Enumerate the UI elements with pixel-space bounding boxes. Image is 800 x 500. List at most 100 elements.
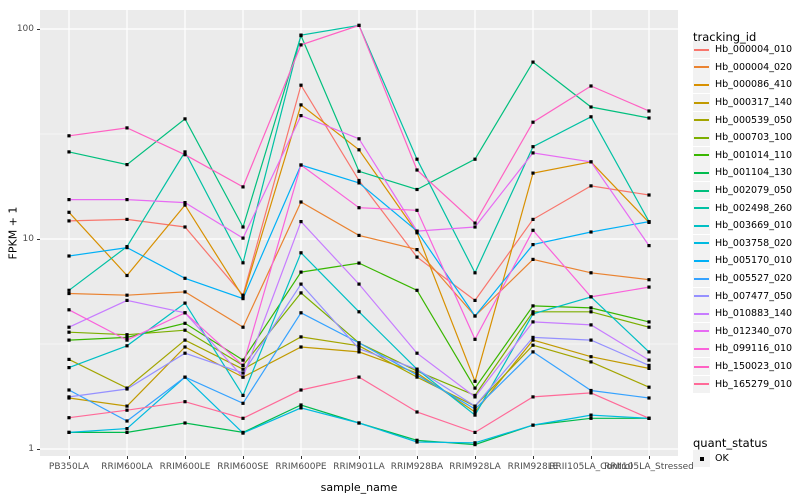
legend-label: Hb_000539_050 bbox=[715, 114, 793, 126]
legend-key bbox=[693, 41, 710, 59]
data-point bbox=[647, 366, 651, 370]
data-point bbox=[473, 225, 477, 229]
data-point bbox=[299, 200, 303, 204]
data-point bbox=[241, 295, 245, 299]
data-point bbox=[357, 181, 361, 185]
data-point bbox=[241, 293, 245, 297]
data-point bbox=[357, 421, 361, 425]
legend-label: Hb_002079_050 bbox=[715, 185, 793, 197]
data-point bbox=[473, 271, 477, 275]
data-point bbox=[241, 325, 245, 329]
legend-key bbox=[693, 450, 710, 468]
data-point bbox=[473, 386, 477, 390]
data-point bbox=[589, 416, 593, 420]
data-point bbox=[241, 367, 245, 371]
data-point bbox=[357, 233, 361, 237]
x-tick-label: RRIM901LA bbox=[333, 462, 385, 472]
data-point bbox=[183, 375, 187, 379]
data-point bbox=[647, 193, 651, 197]
data-point bbox=[241, 393, 245, 397]
x-tick-mark bbox=[184, 456, 186, 459]
data-point bbox=[473, 443, 477, 447]
series-color-line-icon bbox=[694, 154, 709, 157]
data-point bbox=[357, 341, 361, 345]
data-point bbox=[125, 338, 129, 342]
data-point bbox=[415, 367, 419, 371]
legend-label: Hb_005170_010 bbox=[715, 255, 793, 267]
series-color-line-icon bbox=[694, 119, 709, 122]
series-color-line-icon bbox=[694, 383, 709, 386]
legend-entry-Hb_001104_130: Hb_001104_130 bbox=[693, 164, 792, 182]
legend-entry-Hb_099116_010: Hb_099116_010 bbox=[693, 340, 792, 358]
data-point bbox=[531, 423, 535, 427]
plot-svg bbox=[40, 10, 678, 456]
series-color-line-icon bbox=[694, 312, 709, 315]
data-point bbox=[415, 375, 419, 379]
x-tick-mark bbox=[242, 456, 244, 459]
series-color-line-icon bbox=[694, 242, 709, 245]
data-point bbox=[125, 335, 129, 339]
data-point bbox=[647, 416, 651, 420]
series-color-line-icon bbox=[694, 277, 709, 280]
data-point bbox=[183, 421, 187, 425]
legend-entry-Hb_000539_050: Hb_000539_050 bbox=[693, 111, 792, 129]
legend-key bbox=[693, 252, 710, 270]
data-point bbox=[67, 357, 71, 361]
data-point bbox=[125, 273, 129, 278]
series-color-line-icon bbox=[694, 347, 709, 350]
data-point bbox=[357, 375, 361, 379]
y-tick-mark bbox=[36, 28, 40, 30]
data-point bbox=[125, 293, 129, 297]
legend-entry-Hb_000086_410: Hb_000086_410 bbox=[693, 76, 792, 94]
data-point bbox=[67, 288, 71, 292]
data-point bbox=[241, 297, 245, 301]
data-point bbox=[415, 255, 419, 259]
data-point bbox=[241, 261, 245, 265]
data-point bbox=[531, 217, 535, 221]
legend-entry-Hb_005527_020: Hb_005527_020 bbox=[693, 270, 792, 288]
data-point bbox=[125, 419, 129, 423]
data-point bbox=[183, 301, 187, 305]
data-point bbox=[183, 201, 187, 205]
legend-label: Hb_001104_130 bbox=[715, 167, 793, 179]
legend-key bbox=[693, 340, 710, 358]
legend-entry-Hb_000004_010: Hb_000004_010 bbox=[693, 41, 792, 59]
legend-entry-Hb_003758_020: Hb_003758_020 bbox=[693, 234, 792, 253]
y-tick-label: 1 bbox=[28, 443, 34, 454]
data-point bbox=[357, 148, 361, 152]
x-tick-mark bbox=[416, 456, 418, 459]
data-point bbox=[473, 395, 477, 399]
legend-key bbox=[693, 199, 710, 217]
data-point bbox=[241, 358, 245, 362]
data-point bbox=[183, 311, 187, 315]
data-point bbox=[241, 401, 245, 405]
data-point bbox=[473, 441, 477, 445]
legend-key bbox=[693, 76, 710, 94]
series-color-line-icon bbox=[694, 66, 709, 69]
data-point bbox=[415, 229, 419, 233]
x-tick-label: RRIM600LA bbox=[101, 462, 153, 472]
data-point bbox=[183, 321, 187, 325]
data-point bbox=[299, 83, 303, 87]
legend-title-quant-status: quant_status bbox=[693, 436, 768, 450]
data-point bbox=[589, 105, 593, 109]
legend-label: Hb_000317_140 bbox=[715, 97, 793, 109]
data-point bbox=[241, 371, 245, 375]
data-point bbox=[125, 298, 129, 302]
data-point bbox=[125, 430, 129, 434]
data-point bbox=[415, 371, 419, 375]
data-point bbox=[357, 350, 361, 354]
y-tick-label: 100 bbox=[16, 23, 34, 34]
legend: tracking_id Hb_000004_010 Hb_000004_020 Hb… bbox=[693, 0, 800, 500]
data-point bbox=[299, 388, 303, 392]
y-tick-mark bbox=[36, 238, 40, 240]
data-point bbox=[589, 388, 593, 393]
data-point bbox=[473, 407, 477, 411]
data-point bbox=[241, 375, 245, 379]
legend-entry-Hb_003669_010: Hb_003669_010 bbox=[693, 217, 792, 235]
data-point bbox=[647, 285, 651, 289]
legend-key bbox=[693, 358, 710, 376]
data-point bbox=[241, 416, 245, 420]
legend-key bbox=[693, 58, 710, 76]
legend-key bbox=[693, 375, 710, 393]
